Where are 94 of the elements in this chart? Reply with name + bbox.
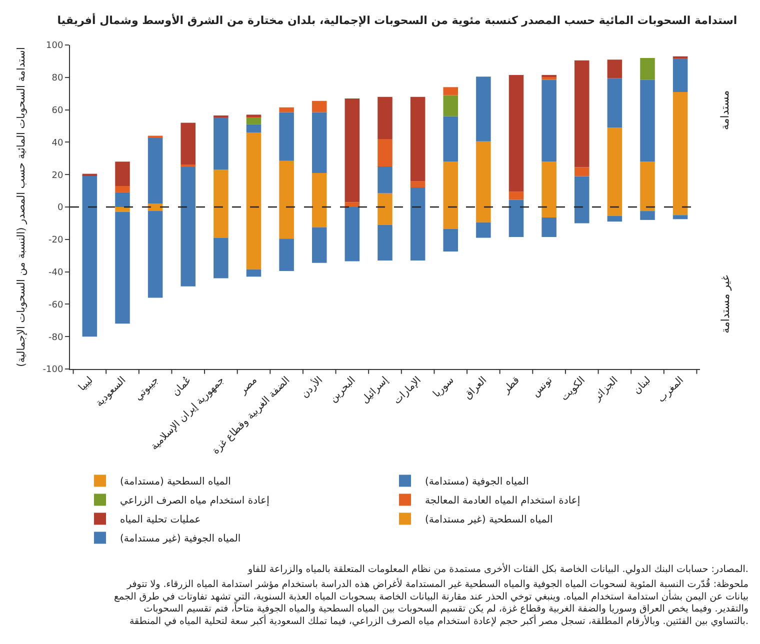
x-tick-label: السعودية [94, 374, 128, 410]
bar [378, 224, 392, 260]
bar [508, 192, 524, 200]
bar [279, 112, 294, 161]
bar [640, 80, 655, 162]
bar [443, 116, 458, 162]
bar [115, 162, 130, 186]
text: ملحوظة: قُدّرت النسبة المئوية لسحوبات المياه الجوفية والمياه السطحية غير المستدامة لأغراض هذه الدراسة باستخدام مؤشر استدامة المياه الزرقاء. ولا تتوفر بيانات عن اليمن بشأن استدامة استخدام المياه. وينبغي توخي الحذر عند مقارنة البيانات الخاصة بسحوبات المياه العذبة السنوية، التي تشهد تفاوتات في طرق الجمع والتقدير. وفيما يخص العراق وسوريا والضفة الغربية وقطاع غزة، لم يكن تقسيم السحوبات بين المياه السطحية والمياه الجوفية متاحاً، فتم تقسيم السحوبات بالتساوي بين الفئتين. وبالأرقام المطلقة، تسجل مصر أكبر حجم لإعادة استخدام مياه الصرف الزراعي، فيما تملك السعودية أكبر سعة لتحلية المياه في المنطقة. [114, 577, 748, 628]
x-tick-label: الإمارات [392, 374, 424, 407]
y-tick-label: -40 [48, 268, 64, 278]
bar [542, 76, 556, 80]
y-tick-label: -20 [48, 236, 64, 246]
bar [672, 58, 688, 92]
x-tick-label: البحرين [328, 374, 358, 405]
x-tick-label: العراق [462, 374, 490, 402]
bar [344, 202, 360, 207]
bar [115, 192, 130, 207]
bar [476, 222, 491, 238]
x-tick-label: قطر [500, 374, 522, 396]
bar [214, 238, 228, 278]
legend-label: إعادة استخدام المياه العادمة المعالجة [425, 496, 580, 507]
bar [672, 56, 688, 59]
bar [180, 122, 196, 165]
legend-label: عمليات تحلية المياه [120, 514, 201, 526]
text: مستدامة [718, 90, 732, 130]
chart-title: استدامة السحوبات المائية حسب المصدر كنسبة مئوية من السحوبات الإجمالية، بلدان مختارة من الشرق الأوسط وشمال أفريقيا [57, 12, 738, 27]
y-axis-title: استدامة السحوبات المائية حسب المصدر (النسبة من السحوبات الإجمالية) [16, 47, 28, 367]
bar [607, 216, 622, 222]
bar [607, 78, 622, 128]
y-tick-label: 60 [52, 106, 64, 116]
y-tick-label: 40 [52, 138, 64, 148]
bar [312, 100, 327, 112]
bar [640, 58, 655, 80]
bar [378, 96, 392, 139]
bar [542, 80, 556, 162]
bar [148, 207, 163, 212]
x-tick-label: الكويت [559, 374, 588, 404]
y-tick-label: -100 [42, 365, 64, 376]
bar [279, 238, 294, 271]
bar [410, 181, 426, 188]
bar [574, 60, 590, 168]
bar [246, 118, 262, 124]
x-tick-label: سوريا [431, 374, 456, 400]
bar [344, 98, 360, 202]
bar [378, 138, 392, 166]
y-tick-label: 0 [57, 203, 64, 214]
bar [508, 74, 524, 192]
y-tick-label: 100 [46, 41, 64, 52]
bar [246, 269, 262, 277]
legend-label: المياه السطحية (غير مستدامة) [425, 514, 553, 526]
bar [246, 124, 262, 132]
x-tick-label: إسرائيل [360, 374, 391, 406]
y-tick-label: -80 [48, 332, 64, 343]
bar [214, 118, 228, 170]
x-tick-label: تونس [530, 374, 555, 400]
y-tick-label: 20 [52, 170, 64, 181]
bar [148, 137, 163, 204]
legend-label: المياه الجوفية (غير مستدامة) [120, 534, 241, 545]
x-tick-label: ليبيا [76, 374, 96, 394]
x-tick-label: عُمان [170, 374, 194, 398]
x-tick-label: المغرب [656, 374, 686, 405]
x-tick-label: لبنان [632, 374, 654, 396]
x-tick-label: الجزائر [591, 374, 620, 404]
bar [443, 87, 458, 96]
x-tick-label: الأردن [298, 373, 326, 400]
y-tick-label: -60 [48, 300, 64, 310]
bar [312, 227, 327, 263]
bar [378, 166, 392, 194]
bar [410, 96, 426, 182]
legend-label: المياه السطحية (مستدامة) [120, 476, 231, 488]
bar [115, 212, 130, 324]
bar [443, 95, 458, 116]
bar [115, 207, 130, 212]
legend-label: المياه الجوفية (مستدامة) [425, 476, 529, 488]
bar [214, 115, 228, 118]
y-tick-label: 80 [52, 74, 64, 84]
bar [672, 215, 688, 220]
text: المصادر: حسابات البنك الدولي. البيانات الخاصة بكل الفئات الأخرى مستمدة من نظام المعلومات المتعلقة بالمياه والزراعة للفاو. [247, 562, 748, 575]
bar [312, 112, 327, 173]
x-tick-label: مصر [237, 374, 260, 398]
bar [344, 207, 360, 262]
bar [148, 211, 163, 298]
legend-label: إعادة استخدام مياه الصرف الزراعي [120, 496, 270, 507]
bar [476, 76, 491, 142]
bar [574, 167, 590, 176]
bar [640, 162, 655, 207]
bar [443, 228, 458, 252]
bar [279, 107, 294, 112]
text: غير مستدامة [719, 274, 732, 334]
bar [115, 186, 130, 192]
bar [640, 211, 655, 220]
x-tick-label: جيبوتي [133, 374, 161, 403]
bar [607, 60, 622, 78]
bar [542, 218, 556, 237]
